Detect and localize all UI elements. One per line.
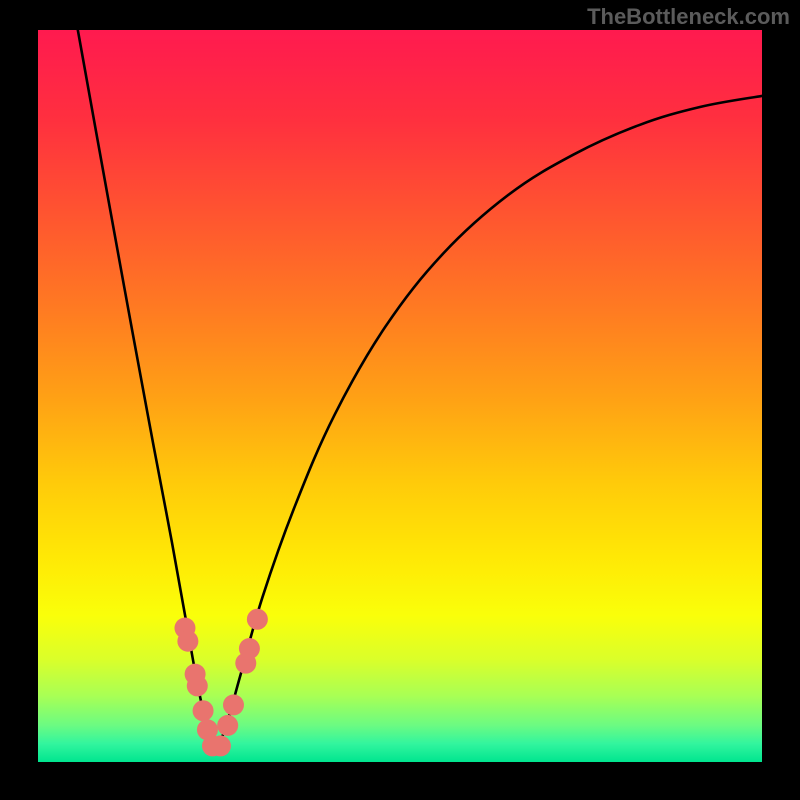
- curve-right: [215, 96, 762, 753]
- marker-point: [187, 675, 208, 696]
- marker-point: [223, 694, 244, 715]
- chart-container: TheBottleneck.com: [0, 0, 800, 800]
- chart-svg: [38, 30, 762, 762]
- marker-point: [210, 735, 231, 756]
- marker-point: [239, 638, 260, 659]
- marker-point: [247, 609, 268, 630]
- plot-area: [38, 30, 762, 762]
- watermark-text: TheBottleneck.com: [587, 4, 790, 30]
- marker-point: [193, 700, 214, 721]
- marker-point: [177, 631, 198, 652]
- marker-point: [217, 715, 238, 736]
